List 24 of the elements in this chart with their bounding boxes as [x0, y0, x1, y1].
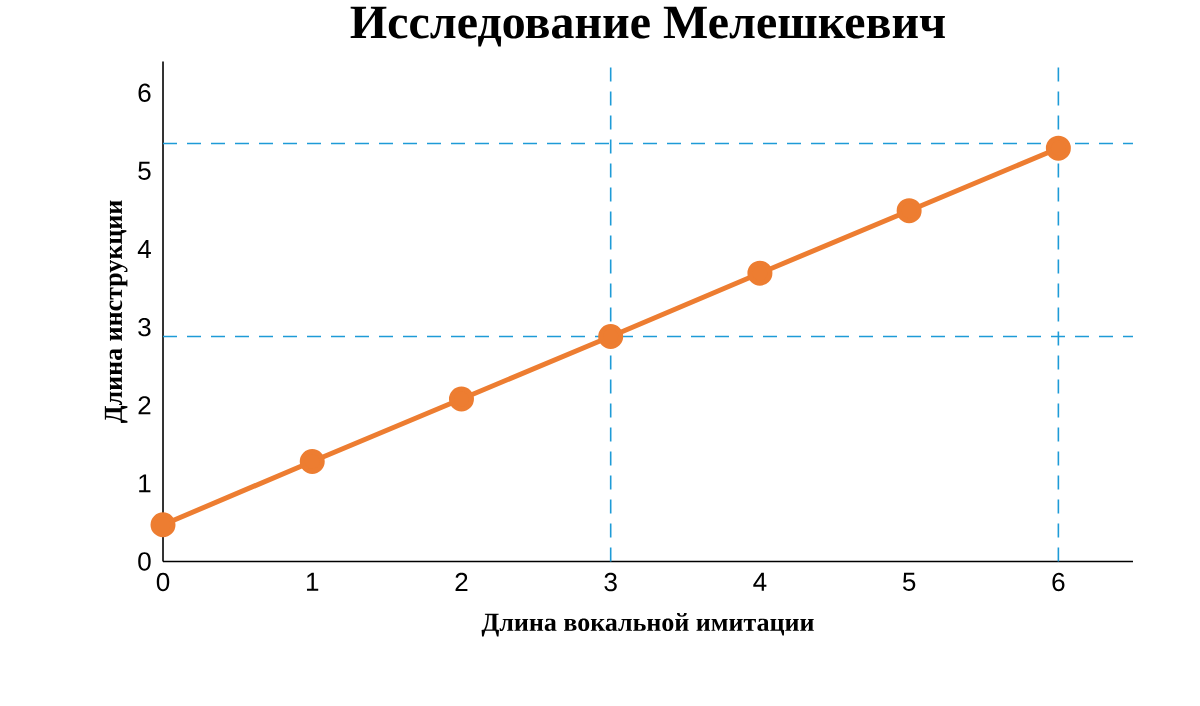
x-tick-label: 4 [753, 572, 767, 591]
x-tick-label: 3 [604, 572, 617, 591]
x-tick-label: 6 [1052, 572, 1065, 591]
y-tick-label: 6 [138, 83, 151, 102]
y-axis-title: Длина инструкции [104, 200, 128, 423]
y-tick-label: 1 [139, 474, 151, 493]
y-tick-label: 4 [137, 239, 151, 258]
x-axis-title: Длина вокальной имитации [481, 612, 814, 637]
y-tick-label: 0 [138, 552, 151, 571]
point [150, 512, 176, 538]
x-tick-label: 0 [156, 572, 170, 591]
point [896, 197, 922, 223]
chart-title: Исследование Мелешкевич [350, 6, 945, 47]
y-tick-label: 2 [138, 395, 151, 415]
x-tick-label: 2 [455, 572, 468, 591]
y-tick-label: 3 [138, 317, 151, 337]
point [299, 448, 325, 474]
x-tick-label: 1 [306, 572, 319, 591]
point [598, 323, 624, 349]
point [448, 386, 474, 412]
point [1045, 135, 1071, 161]
x-tick-label: 5 [902, 572, 916, 591]
y-tick-label: 5 [138, 161, 151, 180]
point [747, 260, 773, 286]
